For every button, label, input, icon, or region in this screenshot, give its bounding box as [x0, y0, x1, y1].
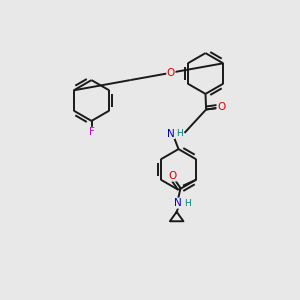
Text: O: O [167, 68, 175, 78]
Text: N: N [167, 128, 175, 139]
Text: N: N [174, 198, 182, 208]
Text: F: F [88, 127, 94, 137]
Text: O: O [217, 101, 225, 112]
Text: O: O [168, 171, 176, 181]
Text: H: H [176, 129, 182, 138]
Text: H: H [184, 199, 191, 208]
